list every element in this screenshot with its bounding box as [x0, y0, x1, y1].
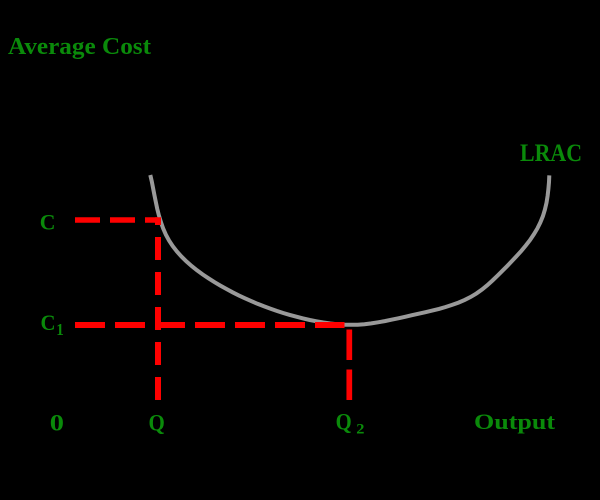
svg-text:C: C: [41, 310, 56, 335]
svg-text:1: 1: [56, 320, 64, 339]
svg-text:Q: Q: [336, 410, 352, 436]
svg-text:C: C: [40, 210, 56, 235]
svg-text:Q: Q: [149, 411, 165, 436]
svg-text:2: 2: [356, 422, 364, 438]
svg-text:LRAC: LRAC: [520, 140, 582, 167]
svg-text:Output: Output: [474, 410, 556, 434]
svg-text:Average Cost: Average Cost: [8, 33, 152, 60]
svg-text:0: 0: [50, 411, 64, 437]
